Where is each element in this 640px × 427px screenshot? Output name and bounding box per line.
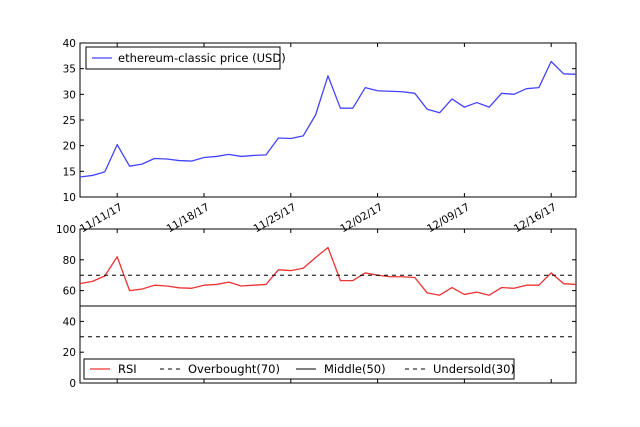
rsi-ytick-label: 60 <box>63 286 76 298</box>
rsi-series-line <box>79 246 577 296</box>
rsi-ytick-label: 0 <box>69 378 76 390</box>
rsi-ytick-label: 100 <box>56 224 76 236</box>
price-ytick-label: 25 <box>63 115 76 127</box>
rsi-y-ticks: 0 20 40 60 80 100 <box>56 224 576 390</box>
rsi-ytick-label: 80 <box>63 255 76 267</box>
price-ytick-label: 20 <box>63 141 76 153</box>
price-legend: ethereum-classic price (USD) <box>85 46 286 70</box>
price-panel: 10 15 20 25 30 35 40 11/11/17 11/18/17 11/25/17 1… <box>63 38 577 235</box>
price-ytick-label: 10 <box>63 192 76 204</box>
price-legend-label: ethereum-classic price (USD) <box>118 51 286 65</box>
rsi-ytick-label: 20 <box>63 347 76 359</box>
price-lines <box>79 60 577 178</box>
rsi-x-ticks <box>116 229 552 383</box>
price-series-line <box>79 60 577 178</box>
rsi-panel: 0 20 40 60 80 100 RSI Overbought(70) Middle(5… <box>56 224 577 390</box>
rsi-lines <box>79 246 577 338</box>
rsi-ytick-label: 40 <box>63 316 76 328</box>
price-ytick-label: 40 <box>63 38 76 50</box>
price-y-ticks: 10 15 20 25 30 35 40 <box>63 38 576 204</box>
price-x-ticks: 11/11/17 11/18/17 11/25/17 12/02/17 12/09/17… <box>78 43 559 235</box>
rsi-legend-label-overbought: Overbought(70) <box>188 362 280 376</box>
rsi-legend-label-undersold: Undersold(30) <box>433 362 515 376</box>
rsi-legend-label-rsi: RSI <box>118 362 137 376</box>
price-ytick-label: 30 <box>63 89 76 101</box>
price-ytick-label: 15 <box>63 166 76 178</box>
rsi-legend: RSI Overbought(70) Middle(50) Undersold(… <box>83 358 515 380</box>
price-legend-box <box>85 46 281 70</box>
price-ytick-label: 35 <box>63 64 76 76</box>
rsi-legend-label-middle: Middle(50) <box>324 362 386 376</box>
